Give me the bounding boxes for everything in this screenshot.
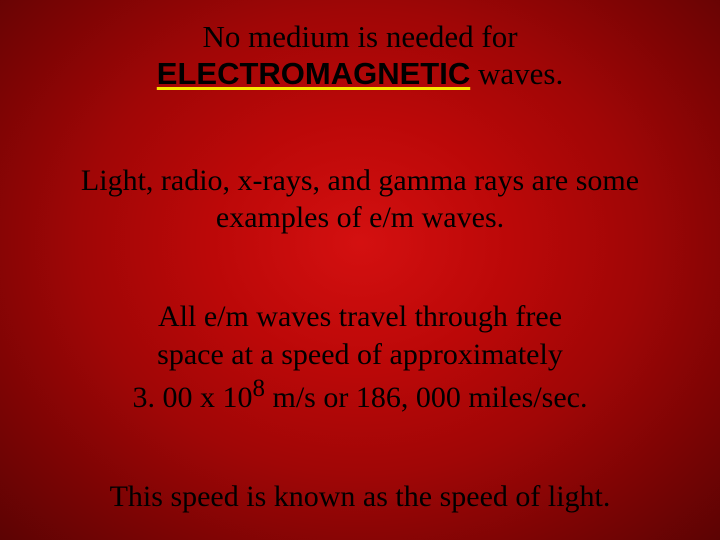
- speed-value-a: 3. 00 x 10: [133, 381, 253, 414]
- sol-a: This speed is known as the: [110, 480, 432, 513]
- speed-line2: space at a speed of approximately: [157, 338, 563, 371]
- heading-pre: No medium is needed for: [202, 19, 517, 54]
- speed-exponent: 8: [253, 375, 266, 402]
- heading-paragraph: No medium is needed for ELECTROMAGNETIC …: [28, 18, 692, 92]
- heading-post: waves.: [470, 56, 563, 91]
- electromagnetic-word: ELECTROMAGNETIC: [157, 56, 470, 91]
- examples-paragraph: Light, radio, x-rays, and gamma rays are…: [28, 162, 692, 237]
- speed-line1: All e/m waves travel through free: [158, 300, 562, 333]
- sol-b: speed of light.: [440, 480, 611, 513]
- speed-paragraph: All e/m waves travel through free space …: [28, 298, 692, 417]
- speed-of-light-paragraph: This speed is known as the speed of ligh…: [28, 478, 692, 516]
- speed-value-b: m/s or 186, 000 miles/sec.: [265, 381, 587, 414]
